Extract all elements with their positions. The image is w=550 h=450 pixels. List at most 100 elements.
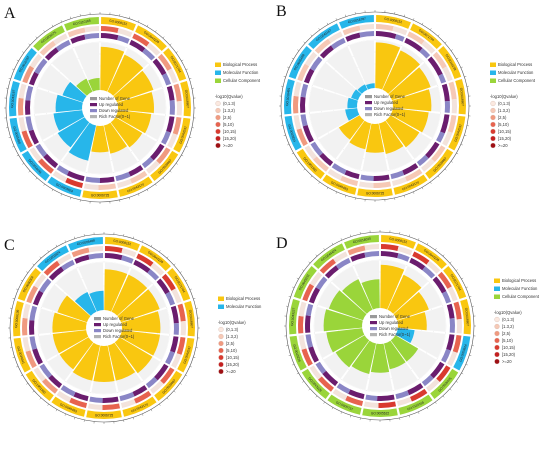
go-id-block (135, 25, 167, 52)
axis-tick (39, 397, 42, 400)
axis-tick (444, 41, 447, 44)
legend-qvalue-swatch (494, 344, 500, 351)
qvalue-bar (375, 24, 394, 32)
up-regulated-bar (345, 32, 361, 42)
panel-letter: C (4, 237, 15, 254)
up-regulated-bar (48, 266, 64, 281)
axis-tick (465, 286, 468, 288)
axis-tick (442, 395, 445, 398)
go-id-label: GO:0005488 (12, 126, 22, 145)
qvalue-bg (117, 28, 133, 38)
axis-tick (35, 36, 38, 39)
axis-tick (296, 372, 299, 375)
go-id-label: GO:0006725 (366, 192, 384, 196)
go-id-label: GO:0005737 (335, 400, 354, 411)
go-id-label: GO:0005488 (76, 239, 95, 247)
legend-qvalue-label: [1.3,2) (502, 324, 514, 329)
rich-factor-bar (100, 46, 125, 92)
go-id-block (415, 243, 447, 270)
legend-category-swatch (494, 278, 500, 283)
down-regulated-bar (145, 376, 158, 389)
qvalue-bar (37, 158, 54, 174)
qvalue-bg (116, 178, 132, 188)
axis-tick (455, 381, 458, 383)
go-id-block (381, 235, 416, 249)
legend-up-regulated-label: Up regulated (379, 320, 404, 325)
legend-qvalue-label: [10,15) (223, 129, 237, 134)
down-regulated-bar (359, 31, 375, 38)
legend-qvalue-swatch (215, 121, 221, 128)
axis-tick (403, 195, 405, 198)
legend-rich-factor-swatch (94, 335, 101, 339)
qvalue-bg (304, 145, 317, 160)
go-id-block (64, 17, 99, 31)
rich-factor-bar (117, 289, 160, 323)
go-id-block (37, 245, 69, 272)
up-regulated-bar (377, 394, 395, 401)
sector-bg (326, 45, 368, 95)
up-regulated-bar (150, 143, 165, 161)
legend-category-swatch (494, 294, 500, 299)
qvalue-bar (297, 63, 310, 82)
qvalue-bg (176, 101, 182, 116)
go-id-block (9, 117, 27, 153)
axis-tick (179, 383, 182, 385)
qvalue-bar (177, 303, 186, 322)
up-regulated-bar (28, 71, 39, 86)
axis-tick (181, 59, 184, 62)
axis-tick (20, 279, 23, 282)
go-id-block (184, 300, 195, 337)
qvalue-bg (447, 286, 458, 302)
rich-factor-bar (111, 274, 148, 316)
axis-tick (408, 415, 410, 418)
axis-tick (291, 57, 294, 60)
qvalue-bar (437, 271, 452, 289)
legend-qvalue-swatch (215, 114, 221, 121)
go-id-label: GO:0005622 (371, 412, 389, 416)
rich-factor-bar (390, 335, 419, 362)
rich-factor-bar (89, 290, 104, 312)
qvalue-bg (171, 353, 182, 369)
axis-tick (335, 191, 337, 194)
go-id-block (308, 23, 340, 50)
down-regulated-bar (335, 257, 351, 270)
legend-qvalue-swatch (490, 142, 496, 149)
qvalue-bg (304, 51, 318, 67)
axis-tick (331, 407, 334, 410)
down-regulated-bar (315, 276, 328, 290)
legend-category-label: Molecular Function (223, 70, 259, 75)
up-regulated-bar (166, 116, 175, 133)
axis-tick (60, 193, 62, 196)
go-id-label: GO:0008152 (389, 237, 408, 245)
axis-tick (193, 298, 196, 300)
down-regulated-bar (330, 37, 346, 50)
qvalue-bg (150, 380, 164, 394)
rich-factor-bar (59, 337, 94, 370)
legend-qvalue-swatch (218, 340, 224, 347)
rich-factor-bar (395, 328, 415, 344)
qvalue-bar (378, 401, 397, 408)
axis-tick (318, 181, 320, 184)
go-id-label: GO:0003824 (458, 344, 468, 363)
axis-tick (189, 78, 192, 80)
legend-qvalue-label: [5,10) (498, 122, 509, 127)
axis-tick (460, 144, 463, 146)
qvalue-bg (150, 262, 165, 276)
legend-qvalue-title: -log10(Qvalue) (215, 94, 243, 99)
qvalue-bar (319, 258, 336, 274)
axis-tick (283, 76, 286, 78)
axis-tick (43, 30, 45, 33)
axis-tick (166, 397, 169, 400)
legend-qvalue-label: [5,10) (226, 348, 237, 353)
qvalue-bg (57, 253, 72, 265)
rich-factor-bar (93, 345, 115, 382)
axis-tick (26, 271, 29, 273)
panel-b: BGO:0008152GO:0071704GO:0044238GO:000680… (276, 3, 536, 202)
rich-factor-bar (393, 291, 429, 321)
qvalue-bar (102, 403, 121, 410)
legend-qvalue-swatch (215, 100, 221, 107)
rich-factor-bar (115, 110, 152, 134)
qvalue-bar (172, 117, 182, 135)
rich-factor-bar (76, 78, 93, 96)
qvalue-bg (87, 403, 103, 410)
